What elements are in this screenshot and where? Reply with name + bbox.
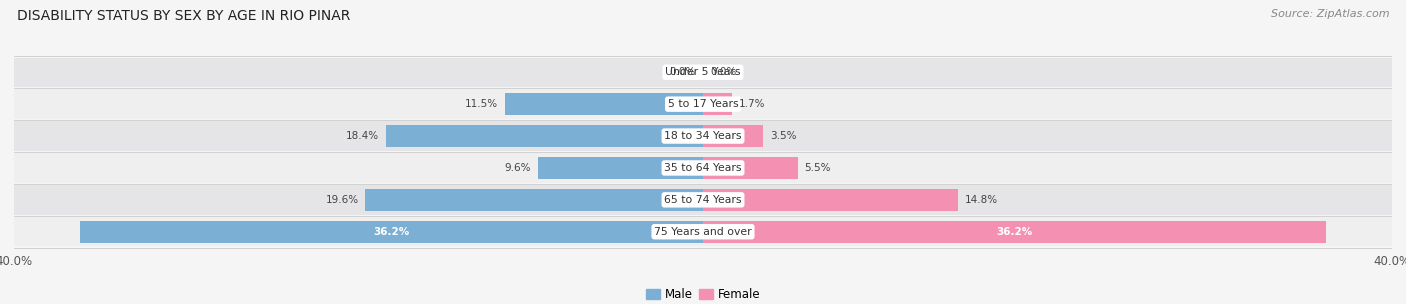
Text: 0.0%: 0.0% [669, 67, 696, 77]
Bar [80, 221, 703, 243]
Text: 0.0%: 0.0% [710, 67, 737, 77]
Text: 65 to 74 Years: 65 to 74 Years [664, 195, 742, 205]
Text: 75 Years and over: 75 Years and over [654, 227, 752, 237]
Bar [14, 153, 1392, 183]
Text: 5.5%: 5.5% [804, 163, 831, 173]
Bar [14, 89, 1392, 119]
Bar [703, 221, 1326, 243]
Text: 18 to 34 Years: 18 to 34 Years [664, 131, 742, 141]
Text: 36.2%: 36.2% [997, 227, 1033, 237]
Text: 9.6%: 9.6% [505, 163, 531, 173]
Text: 1.7%: 1.7% [740, 99, 766, 109]
Bar [14, 57, 1392, 87]
Text: 19.6%: 19.6% [325, 195, 359, 205]
Bar [387, 125, 703, 147]
Bar [14, 121, 1392, 151]
Text: 35 to 64 Years: 35 to 64 Years [664, 163, 742, 173]
Bar [703, 93, 733, 115]
Bar [14, 217, 1392, 247]
Legend: Male, Female: Male, Female [641, 283, 765, 304]
Bar [703, 125, 763, 147]
Text: DISABILITY STATUS BY SEX BY AGE IN RIO PINAR: DISABILITY STATUS BY SEX BY AGE IN RIO P… [17, 9, 350, 23]
Text: Under 5 Years: Under 5 Years [665, 67, 741, 77]
Text: 5 to 17 Years: 5 to 17 Years [668, 99, 738, 109]
Text: 3.5%: 3.5% [770, 131, 797, 141]
Text: Source: ZipAtlas.com: Source: ZipAtlas.com [1271, 9, 1389, 19]
Bar [14, 185, 1392, 215]
Bar [703, 157, 797, 179]
Text: 14.8%: 14.8% [965, 195, 998, 205]
Text: 11.5%: 11.5% [465, 99, 498, 109]
Text: 36.2%: 36.2% [373, 227, 409, 237]
Text: 18.4%: 18.4% [346, 131, 380, 141]
Bar [537, 157, 703, 179]
Bar [505, 93, 703, 115]
Bar [703, 189, 957, 211]
Bar [366, 189, 703, 211]
